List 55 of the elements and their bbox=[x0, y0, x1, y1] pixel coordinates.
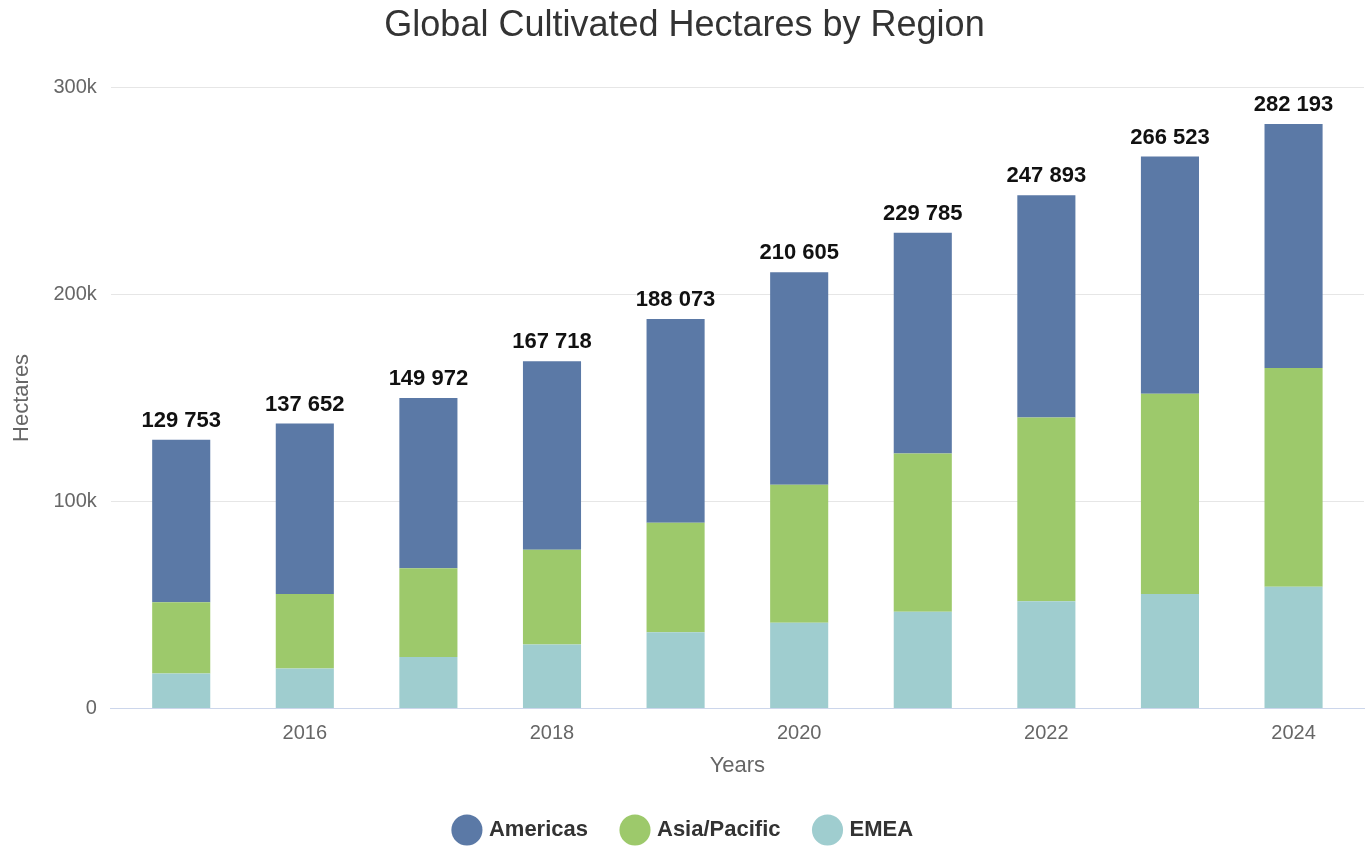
bar bbox=[770, 622, 829, 709]
x-tick-label: 2018 bbox=[529, 721, 575, 744]
legend-label: Asia/Pacific bbox=[656, 816, 781, 842]
x-tick-label: 2016 bbox=[282, 721, 328, 744]
bar bbox=[893, 611, 952, 709]
x-axis-title: Years bbox=[709, 751, 766, 777]
bar bbox=[1017, 601, 1076, 709]
total-label: 229 785 bbox=[883, 199, 963, 225]
y-tick-label: 200k bbox=[53, 281, 98, 304]
total-label: 247 893 bbox=[1006, 162, 1087, 188]
total-label: 137 652 bbox=[265, 390, 345, 416]
bar bbox=[275, 423, 334, 595]
bar bbox=[1017, 195, 1076, 418]
bar bbox=[275, 594, 334, 669]
total-label: 282 193 bbox=[1253, 91, 1334, 117]
bar bbox=[1264, 368, 1323, 587]
bar bbox=[1017, 417, 1076, 602]
bar bbox=[275, 668, 334, 709]
bar bbox=[770, 484, 829, 623]
bar bbox=[152, 439, 211, 603]
bar bbox=[399, 568, 458, 658]
x-tick-label: 2022 bbox=[1024, 721, 1069, 744]
y-tick-label: 0 bbox=[85, 696, 97, 719]
bar bbox=[522, 644, 582, 709]
bar bbox=[399, 657, 458, 709]
total-label: 129 753 bbox=[141, 406, 221, 432]
total-label: 210 605 bbox=[759, 239, 839, 265]
bar bbox=[893, 232, 952, 454]
bar bbox=[1140, 594, 1199, 709]
bar bbox=[1264, 586, 1323, 709]
y-tick-label: 300k bbox=[53, 74, 98, 97]
x-tick-label: 2020 bbox=[776, 721, 822, 744]
bar bbox=[646, 319, 705, 523]
bar bbox=[1140, 156, 1199, 394]
bar bbox=[152, 602, 211, 674]
legend-label: Americas bbox=[488, 816, 589, 842]
chart-title: Global Cultivated Hectares by Region bbox=[384, 2, 985, 44]
bar bbox=[152, 673, 211, 709]
y-axis-title: Hectares bbox=[8, 353, 34, 442]
total-label: 167 718 bbox=[512, 328, 592, 354]
total-label: 188 073 bbox=[635, 286, 716, 312]
total-label: 266 523 bbox=[1130, 123, 1210, 149]
bar bbox=[646, 522, 705, 633]
legend-label: EMEA bbox=[849, 816, 914, 842]
x-tick-label: 2024 bbox=[1271, 721, 1316, 744]
bar bbox=[893, 453, 952, 612]
y-tick-label: 100k bbox=[53, 488, 98, 511]
bar bbox=[770, 272, 829, 485]
bar bbox=[1264, 124, 1323, 369]
bar bbox=[399, 397, 458, 569]
total-label: 149 972 bbox=[388, 365, 469, 391]
bar bbox=[522, 549, 582, 645]
bar bbox=[522, 361, 582, 550]
bar bbox=[1140, 393, 1199, 595]
bar bbox=[646, 632, 705, 709]
